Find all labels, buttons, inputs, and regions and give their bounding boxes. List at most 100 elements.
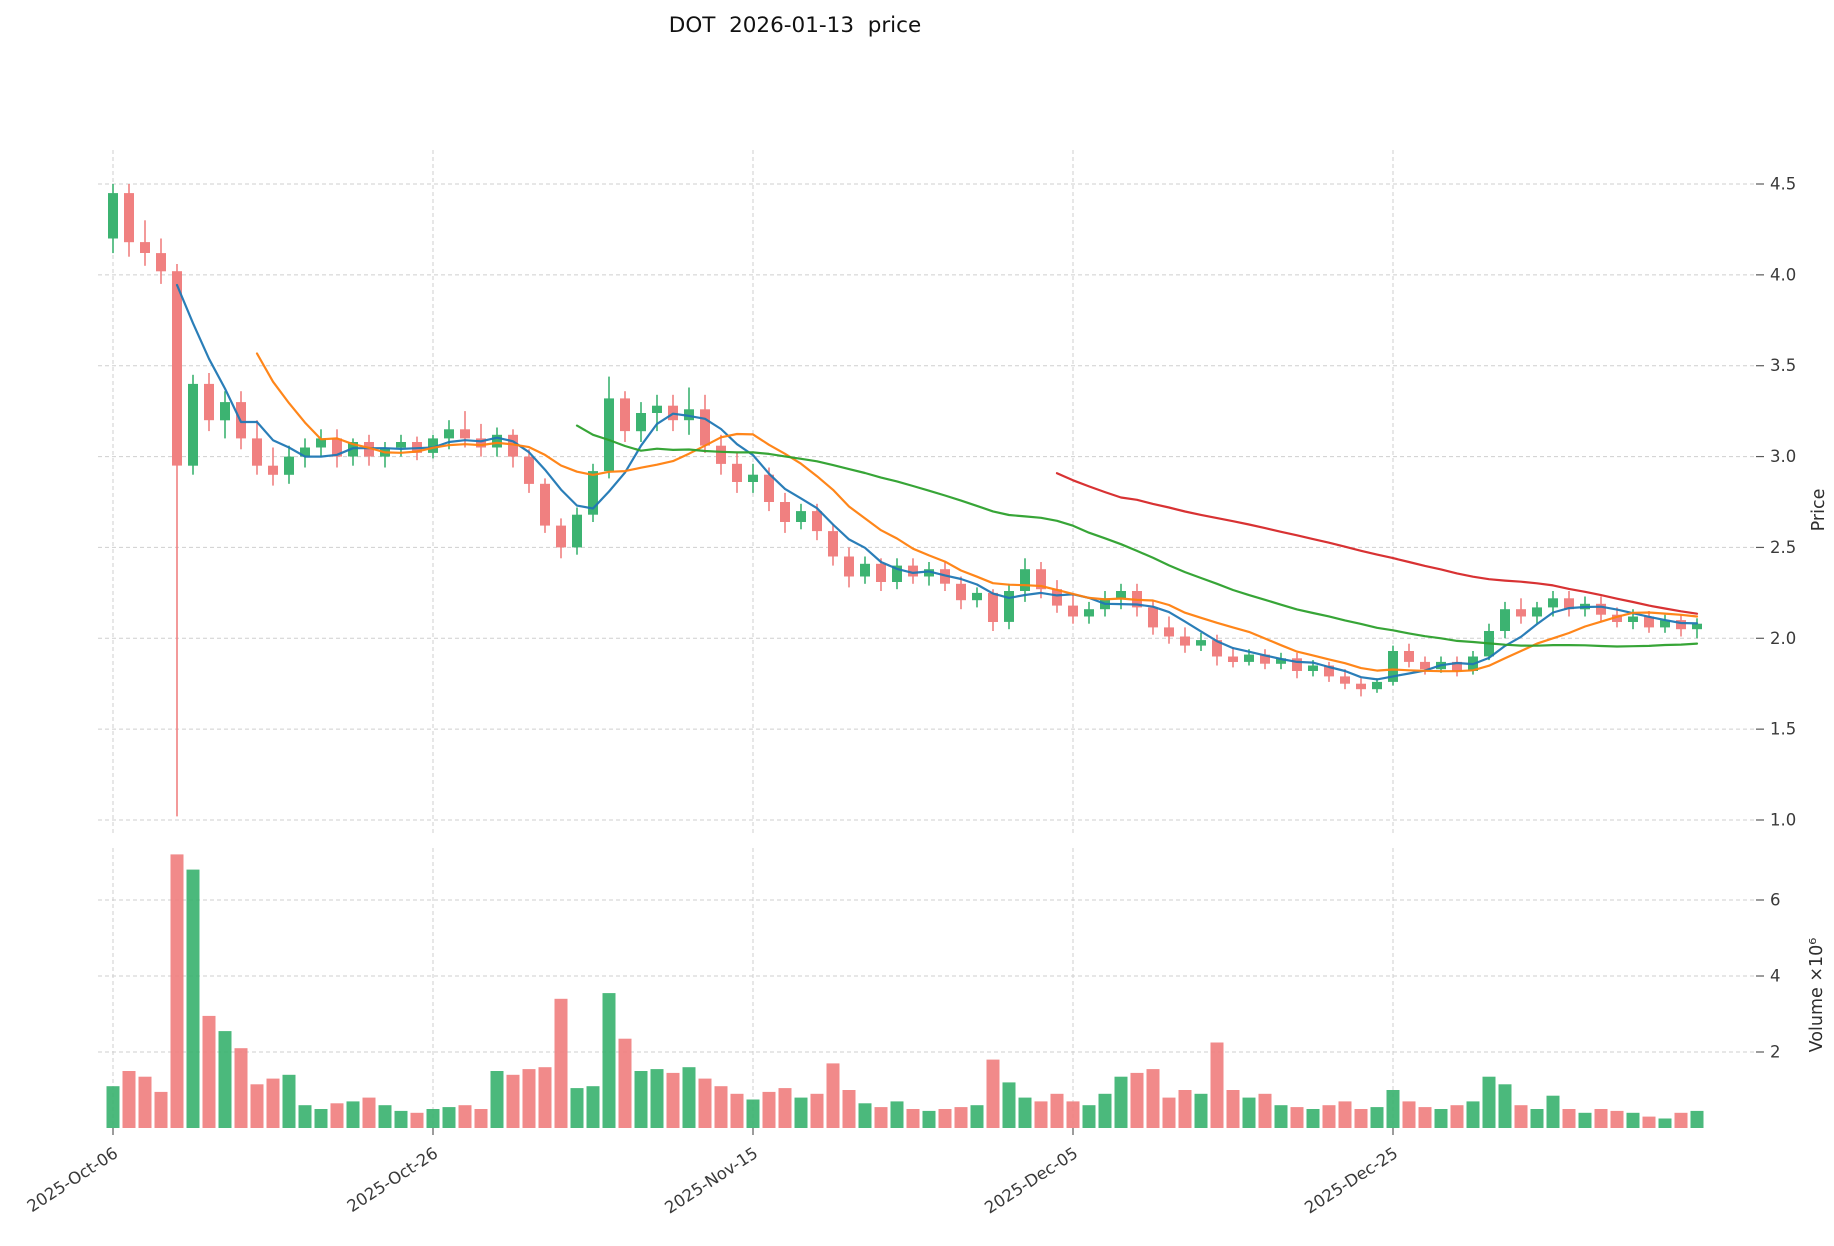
volume-bar	[474, 1109, 488, 1128]
volume-bar	[1018, 1097, 1032, 1128]
volume-bar	[858, 1103, 872, 1128]
candle	[748, 463, 758, 493]
candle	[1164, 616, 1174, 644]
volume-bar	[874, 1107, 888, 1128]
candle-body	[1276, 658, 1286, 664]
volume-bar	[570, 1088, 584, 1128]
price-tick-label: 3.5	[1770, 356, 1796, 375]
candle-body	[908, 565, 918, 577]
candle-body	[1676, 620, 1686, 630]
volume-bar	[346, 1101, 360, 1128]
candle-body	[1052, 589, 1062, 606]
volume-bar	[1578, 1112, 1592, 1128]
x-tick-label: 2025-Dec-25	[1301, 1143, 1401, 1217]
volume-tick-label: 2	[1770, 1043, 1781, 1062]
candle-body	[476, 438, 486, 448]
volume-bar	[1290, 1107, 1304, 1128]
ma-line-ma10	[255, 352, 1699, 673]
candle-body	[1500, 609, 1510, 631]
volume-bar	[234, 1048, 248, 1128]
candle	[780, 492, 790, 533]
candle-body	[1548, 598, 1558, 608]
candle-body	[652, 405, 662, 413]
volume-bar	[1210, 1042, 1224, 1128]
candle-body	[764, 474, 774, 502]
candle	[1004, 583, 1014, 630]
volume-bar	[522, 1069, 536, 1128]
candle	[1276, 652, 1286, 670]
candle	[220, 391, 230, 439]
candle-body	[1596, 603, 1606, 615]
volume-bar	[1114, 1076, 1128, 1128]
candle-body	[1628, 616, 1638, 622]
candle-body	[1228, 656, 1238, 662]
candle	[508, 429, 518, 468]
volume-bar	[442, 1107, 456, 1128]
candle	[172, 264, 182, 817]
volume-bar	[1146, 1069, 1160, 1128]
volume-bar	[730, 1093, 744, 1128]
volume-bar	[922, 1110, 936, 1128]
ma-lines-layer	[175, 283, 1699, 681]
ma-line-ma60	[1055, 472, 1699, 615]
candle	[860, 556, 870, 584]
volume-bar	[458, 1105, 472, 1128]
candle-body	[796, 511, 806, 522]
candle	[1644, 611, 1654, 633]
volume-bar	[554, 998, 568, 1128]
candle	[1596, 596, 1606, 622]
candle-body	[1244, 654, 1254, 662]
volume-bar	[314, 1109, 328, 1128]
candle-body	[284, 456, 294, 475]
candle	[1404, 643, 1414, 668]
candle	[204, 373, 214, 432]
volume-bar	[1498, 1084, 1512, 1128]
price-tick-label: 1.0	[1770, 810, 1796, 829]
candle	[1516, 598, 1526, 624]
candle	[1084, 601, 1094, 624]
volume-bar	[1690, 1110, 1704, 1128]
candle	[1660, 614, 1670, 633]
candle	[588, 463, 598, 522]
candle	[572, 507, 582, 555]
candle	[1228, 647, 1238, 668]
volume-bar	[714, 1086, 728, 1128]
volume-bar	[842, 1090, 856, 1128]
candle-body	[956, 583, 966, 601]
candle-body	[828, 531, 838, 557]
candle-body	[1260, 654, 1270, 664]
candle	[876, 558, 886, 591]
volume-bar	[1402, 1101, 1416, 1128]
candle	[300, 438, 310, 468]
candle-body	[716, 445, 726, 464]
candle	[972, 587, 982, 608]
candle-body	[924, 569, 934, 577]
x-tick-label: 2025-Oct-26	[344, 1143, 441, 1216]
candle-body	[1068, 605, 1078, 617]
volume-bar	[1386, 1090, 1400, 1128]
volume-bar	[506, 1074, 520, 1128]
volume-bar	[426, 1109, 440, 1128]
volume-bar	[1194, 1093, 1208, 1128]
volume-tick-label: 4	[1770, 967, 1781, 986]
candle-body	[1148, 607, 1158, 628]
candle	[316, 429, 326, 457]
volume-bar	[1434, 1109, 1448, 1128]
candle	[1532, 601, 1542, 624]
volume-bar	[1674, 1112, 1688, 1128]
volume-axis-label: Volume ×10⁶	[1807, 938, 1827, 1053]
candle-body	[428, 438, 438, 453]
volume-bar	[1562, 1109, 1576, 1128]
volume-bar	[218, 1031, 232, 1128]
volume-bar	[810, 1093, 824, 1128]
volume-tick-label: 6	[1770, 891, 1781, 910]
candle	[956, 576, 966, 610]
candle-body	[460, 429, 470, 439]
candle-body	[700, 409, 710, 446]
volume-bar	[586, 1086, 600, 1128]
volume-bar	[1082, 1105, 1096, 1128]
price-tick-label: 3.0	[1770, 447, 1796, 466]
candle	[1068, 594, 1078, 624]
candle-body	[1180, 636, 1190, 646]
